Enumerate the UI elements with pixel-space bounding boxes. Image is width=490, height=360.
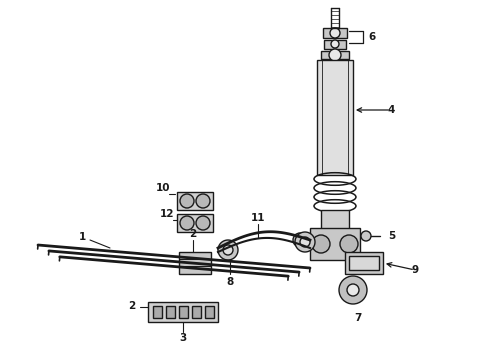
Text: 3: 3 <box>179 333 187 343</box>
Bar <box>317 60 353 175</box>
Circle shape <box>180 216 194 230</box>
Text: 5: 5 <box>389 231 395 241</box>
Text: 10: 10 <box>156 183 170 193</box>
Circle shape <box>361 231 371 241</box>
Circle shape <box>196 216 210 230</box>
Bar <box>153 306 162 318</box>
Text: 7: 7 <box>354 313 362 323</box>
Bar <box>179 252 211 274</box>
Circle shape <box>180 194 194 208</box>
Bar <box>349 256 379 270</box>
Bar <box>310 228 360 260</box>
Circle shape <box>295 232 315 252</box>
Circle shape <box>312 235 330 253</box>
Circle shape <box>340 235 358 253</box>
Text: 2: 2 <box>128 301 136 311</box>
Text: 11: 11 <box>251 213 265 223</box>
Bar <box>205 306 214 318</box>
Bar <box>179 306 188 318</box>
Circle shape <box>218 240 238 260</box>
Text: 12: 12 <box>160 209 174 219</box>
Bar <box>321 51 349 59</box>
Bar <box>323 28 347 38</box>
Text: 1: 1 <box>78 232 86 242</box>
Bar <box>192 306 201 318</box>
Circle shape <box>330 28 340 38</box>
Circle shape <box>331 40 339 48</box>
Bar <box>148 302 218 322</box>
Circle shape <box>300 237 310 247</box>
Text: 9: 9 <box>412 265 418 275</box>
Circle shape <box>347 284 359 296</box>
Bar <box>321 210 349 230</box>
Bar <box>345 252 383 274</box>
Circle shape <box>293 233 307 247</box>
Text: 8: 8 <box>226 277 234 287</box>
Circle shape <box>223 245 233 255</box>
Text: 4: 4 <box>387 105 394 115</box>
Bar <box>324 40 346 49</box>
Circle shape <box>339 276 367 304</box>
Bar <box>177 192 213 210</box>
Circle shape <box>196 194 210 208</box>
Bar <box>177 214 213 232</box>
Text: 2: 2 <box>189 229 196 239</box>
Text: 6: 6 <box>368 32 376 42</box>
Circle shape <box>329 49 341 61</box>
Bar <box>166 306 175 318</box>
